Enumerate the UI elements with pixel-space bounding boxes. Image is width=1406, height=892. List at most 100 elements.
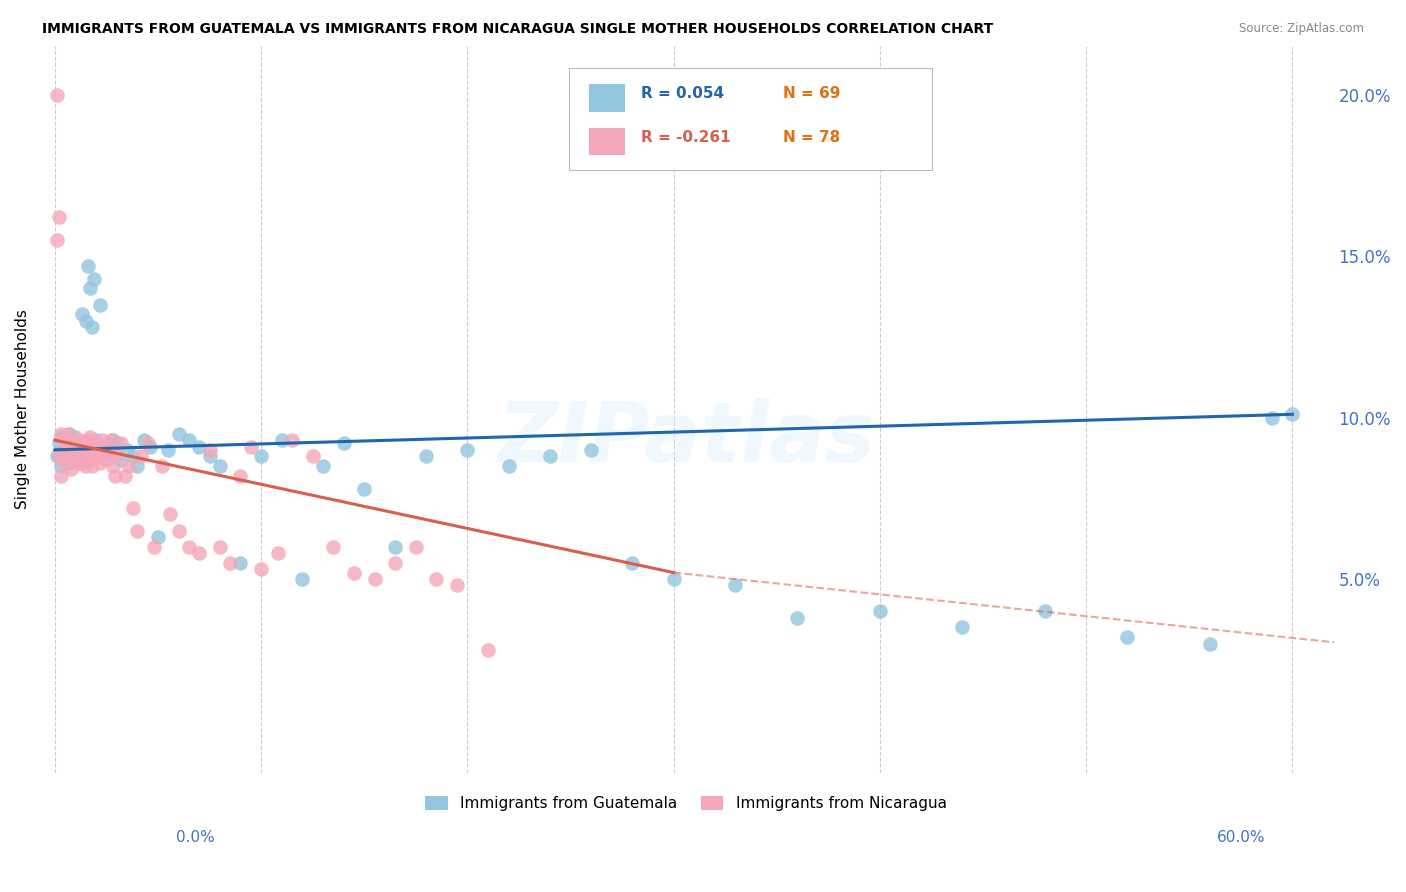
FancyBboxPatch shape xyxy=(569,68,932,169)
Point xyxy=(1033,604,1056,618)
Point xyxy=(75,458,97,473)
Point xyxy=(415,450,437,464)
Point xyxy=(425,572,447,586)
Point xyxy=(62,452,84,467)
Point xyxy=(83,271,105,285)
Point xyxy=(48,436,70,450)
Point xyxy=(76,259,98,273)
Point xyxy=(80,320,103,334)
Point xyxy=(177,433,200,447)
FancyBboxPatch shape xyxy=(589,128,626,155)
Point xyxy=(52,452,75,467)
Point xyxy=(45,87,67,102)
Point xyxy=(84,442,107,457)
Point xyxy=(80,450,103,464)
Point xyxy=(53,452,76,467)
Point xyxy=(62,442,84,457)
Point xyxy=(45,233,67,247)
Point xyxy=(301,450,323,464)
Point xyxy=(229,468,252,483)
Point xyxy=(1116,630,1139,644)
Point xyxy=(53,433,76,447)
Point xyxy=(79,430,101,444)
Point xyxy=(53,442,76,457)
Point xyxy=(662,572,685,586)
Point xyxy=(49,458,72,473)
Point xyxy=(159,508,181,522)
Point xyxy=(83,436,105,450)
Point xyxy=(89,297,111,311)
Point xyxy=(60,462,83,476)
Point xyxy=(96,452,118,467)
Point xyxy=(56,440,79,454)
Point xyxy=(48,211,70,225)
Point xyxy=(405,540,427,554)
Point xyxy=(146,530,169,544)
Point xyxy=(62,440,84,454)
Point xyxy=(219,556,242,570)
Point xyxy=(150,458,173,473)
Point xyxy=(56,436,79,450)
Point xyxy=(177,540,200,554)
Point xyxy=(105,450,128,464)
Point xyxy=(446,578,468,592)
Point xyxy=(332,436,354,450)
Point xyxy=(93,440,115,454)
Point xyxy=(118,458,141,473)
Y-axis label: Single Mother Households: Single Mother Households xyxy=(15,310,30,509)
Point xyxy=(70,456,93,470)
Point xyxy=(136,436,159,450)
Point xyxy=(91,433,114,447)
Point xyxy=(58,446,80,460)
Point xyxy=(724,578,747,592)
Point xyxy=(100,433,122,447)
Text: R = -0.261: R = -0.261 xyxy=(641,129,730,145)
Point xyxy=(384,556,406,570)
Point xyxy=(62,452,84,467)
Point xyxy=(70,307,93,321)
Point xyxy=(79,281,101,295)
Point xyxy=(101,433,124,447)
Point xyxy=(93,440,115,454)
Point xyxy=(229,556,252,570)
Point xyxy=(239,440,262,454)
Point xyxy=(384,540,406,554)
Point xyxy=(73,450,96,464)
Point xyxy=(66,440,89,454)
Point xyxy=(110,452,132,467)
Point xyxy=(477,643,499,657)
Text: 60.0%: 60.0% xyxy=(1218,830,1265,845)
Point xyxy=(60,436,83,450)
Point xyxy=(69,456,91,470)
Point xyxy=(270,433,292,447)
Point xyxy=(353,482,375,496)
Point xyxy=(60,450,83,464)
Text: N = 69: N = 69 xyxy=(783,86,841,101)
Point xyxy=(65,442,87,457)
Point xyxy=(122,500,145,515)
Point xyxy=(188,546,211,560)
Point xyxy=(58,426,80,441)
Point xyxy=(250,562,273,576)
Point xyxy=(343,566,366,580)
Point xyxy=(291,572,314,586)
Point xyxy=(87,450,110,464)
Point xyxy=(266,546,288,560)
Point xyxy=(131,450,153,464)
Point xyxy=(52,442,75,457)
Point xyxy=(1199,637,1222,651)
Point xyxy=(53,433,76,447)
Point xyxy=(498,458,520,473)
Point xyxy=(363,572,385,586)
Point xyxy=(127,524,149,538)
Point xyxy=(66,456,89,470)
Text: Source: ZipAtlas.com: Source: ZipAtlas.com xyxy=(1239,22,1364,36)
Point xyxy=(65,430,87,444)
Point xyxy=(198,442,221,457)
Text: ZIPatlas: ZIPatlas xyxy=(498,398,875,479)
Point xyxy=(97,446,120,460)
Point xyxy=(104,468,127,483)
Point xyxy=(132,433,155,447)
Point xyxy=(538,450,561,464)
Point xyxy=(167,426,190,441)
